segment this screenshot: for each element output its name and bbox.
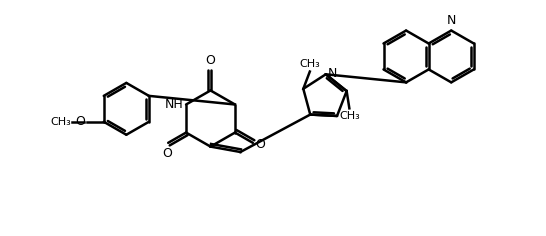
Text: O: O: [162, 147, 172, 160]
Text: O: O: [206, 54, 216, 67]
Text: NH: NH: [165, 98, 184, 111]
Text: O: O: [75, 115, 85, 128]
Text: CH₃: CH₃: [339, 110, 360, 121]
Text: N: N: [328, 67, 337, 80]
Text: CH₃: CH₃: [50, 117, 71, 127]
Text: CH₃: CH₃: [299, 59, 320, 69]
Text: N: N: [447, 14, 456, 27]
Text: O: O: [256, 139, 265, 152]
